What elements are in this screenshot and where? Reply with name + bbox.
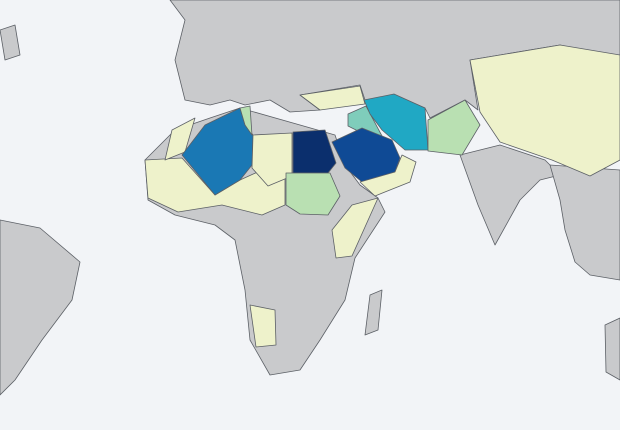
region-egypt[interactable] (292, 129, 337, 174)
region-china[interactable] (469, 44, 620, 177)
region-libya[interactable] (251, 132, 293, 187)
australia[interactable] (604, 317, 620, 381)
madagascar[interactable] (364, 289, 383, 336)
region-tunisia[interactable] (239, 105, 253, 136)
southeast-asia[interactable] (549, 164, 620, 281)
region-yemen-oman[interactable] (359, 154, 417, 197)
south-america[interactable] (0, 219, 81, 396)
india[interactable] (459, 144, 561, 246)
region-turkey[interactable] (299, 85, 366, 111)
region-sudan[interactable] (285, 172, 341, 216)
region-iran[interactable] (363, 93, 429, 151)
region-pakistan[interactable] (427, 99, 481, 156)
region-horn-of-africa[interactable] (331, 197, 379, 259)
data-regions (144, 44, 620, 348)
greenland-iceland[interactable] (0, 24, 21, 61)
region-southern-africa-east[interactable] (249, 304, 277, 348)
